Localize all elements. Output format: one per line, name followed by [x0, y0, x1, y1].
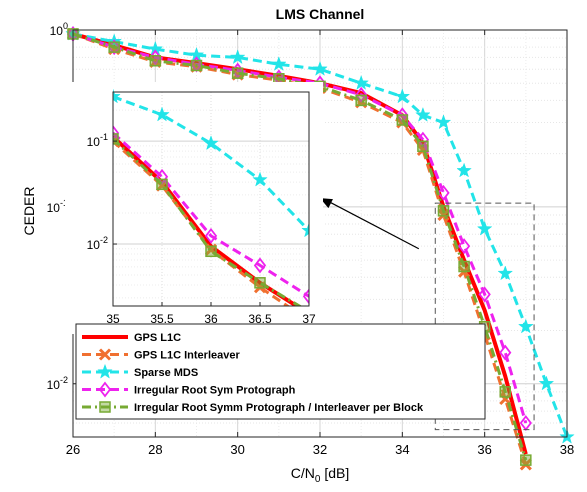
zoom-indicator — [320, 198, 535, 431]
data-point — [499, 344, 512, 361]
inset-series-line — [113, 131, 309, 298]
data-point — [190, 59, 203, 72]
data-point — [476, 220, 493, 236]
y-axis-label: CEDER — [21, 186, 37, 235]
data-point — [457, 238, 471, 255]
zoom-arrow-head — [320, 198, 333, 209]
legend: GPS L1C GPS L1C Interleaver Sparse MDS Irre… — [75, 323, 486, 420]
inset-series-4 — [113, 124, 309, 305]
legend-label: Irregular Root Symm Protograph / Interle… — [134, 402, 424, 414]
x-tick-label: 36 — [477, 442, 491, 457]
inset-data-point — [252, 171, 268, 187]
x-tick-label: 32 — [313, 442, 327, 457]
y-tick-label: 10-2 — [47, 375, 68, 392]
data-point — [108, 41, 120, 53]
data-point — [497, 265, 514, 281]
inset-background — [65, 82, 323, 334]
legend-swatch-marker — [97, 363, 113, 379]
legend-entry: Irregular Root Sym Protograph — [82, 381, 296, 398]
inset-x-tick-label: 36 — [204, 312, 218, 326]
data-point — [415, 106, 431, 122]
chart-title: LMS Channel — [276, 6, 365, 22]
inset-data-point — [113, 133, 119, 145]
data-point — [517, 318, 534, 334]
x-axis-label-unit: [dB] — [320, 465, 349, 481]
x-axis-label-main: C/N — [291, 465, 315, 481]
data-point — [435, 114, 452, 130]
inset-series-5 — [113, 133, 309, 306]
data-point — [520, 454, 532, 466]
data-point — [353, 74, 370, 90]
data-point — [149, 55, 162, 67]
data-point — [437, 205, 450, 217]
inset-series — [113, 88, 309, 306]
x-axis-label: C/N0 [dB] — [291, 465, 349, 485]
data-point — [355, 94, 367, 107]
y-tick-label: 10-1 — [47, 198, 68, 215]
inset-x-tick-label: 37 — [302, 312, 316, 326]
legend-label: GPS L1C — [134, 332, 181, 344]
x-tick-label: 28 — [148, 442, 162, 457]
legend-label: Irregular Root Sym Protograph — [134, 385, 296, 397]
x-tick-label: 26 — [66, 442, 80, 457]
data-point — [538, 375, 555, 391]
inset-data-point — [301, 222, 309, 238]
inset-series-3 — [113, 88, 309, 238]
data-point — [231, 67, 244, 79]
data-point — [437, 184, 450, 201]
inset-data-point — [302, 288, 309, 305]
series-3 — [65, 25, 575, 444]
inset-data-point — [205, 245, 217, 258]
legend-box — [75, 323, 486, 420]
inset-plot: 35 35.5 36 36.5 37 10-1 10-2 — [65, 82, 323, 334]
data-point — [499, 386, 511, 398]
data-point — [270, 56, 287, 71]
inset-data-point — [156, 178, 168, 191]
legend-entry: GPS L1C — [82, 332, 181, 344]
data-point — [355, 86, 368, 103]
data-point — [478, 286, 491, 303]
data-point — [394, 88, 411, 104]
data-point — [229, 49, 246, 65]
legend-label: Sparse MDS — [134, 367, 198, 379]
x-tick-label: 38 — [560, 442, 574, 457]
inset-x-tick-label: 36.5 — [248, 312, 272, 326]
legend-entry: GPS L1C Interleaver — [82, 348, 240, 362]
zoom-arrow-shaft — [327, 200, 420, 250]
inset-data-point — [154, 106, 170, 122]
legend-swatch-marker — [98, 381, 112, 398]
inset-x-tick-label: 35 — [106, 312, 120, 326]
legend-label: GPS L1C Interleaver — [134, 350, 240, 362]
inset-data-point — [203, 135, 219, 151]
inset-y-tick-label: 10-2 — [87, 235, 108, 252]
inset-data-point — [254, 277, 266, 289]
legend-entry: Sparse MDS — [82, 363, 198, 379]
inset-data-point — [113, 88, 121, 104]
data-point — [417, 140, 429, 153]
data-point — [312, 60, 328, 76]
legend-entry: Irregular Root Symm Protograph / Interle… — [82, 401, 424, 414]
zoom-region-box — [434, 202, 535, 431]
x-tick-label: 34 — [395, 442, 409, 457]
inset-series-line — [113, 95, 309, 232]
inset-data-point — [253, 257, 267, 274]
data-point — [396, 114, 409, 126]
inset-data-point — [204, 227, 218, 244]
data-point — [456, 162, 472, 178]
inset-y-tick-label: 10-1 — [87, 132, 108, 149]
x-axis-label-subscript: 0 — [315, 474, 321, 485]
inset-series-line — [113, 137, 303, 306]
legend-swatch-marker — [99, 401, 111, 413]
inset-data-point — [113, 124, 120, 141]
data-point — [458, 260, 470, 273]
legend-swatch-marker — [98, 348, 112, 361]
y-tick-label: 100 — [50, 21, 68, 38]
inset-data-point — [155, 168, 169, 185]
x-tick-label: 30 — [230, 442, 244, 457]
series-line — [72, 32, 528, 461]
data-point — [499, 392, 512, 406]
inset-x-tick-label: 35.5 — [150, 312, 174, 326]
